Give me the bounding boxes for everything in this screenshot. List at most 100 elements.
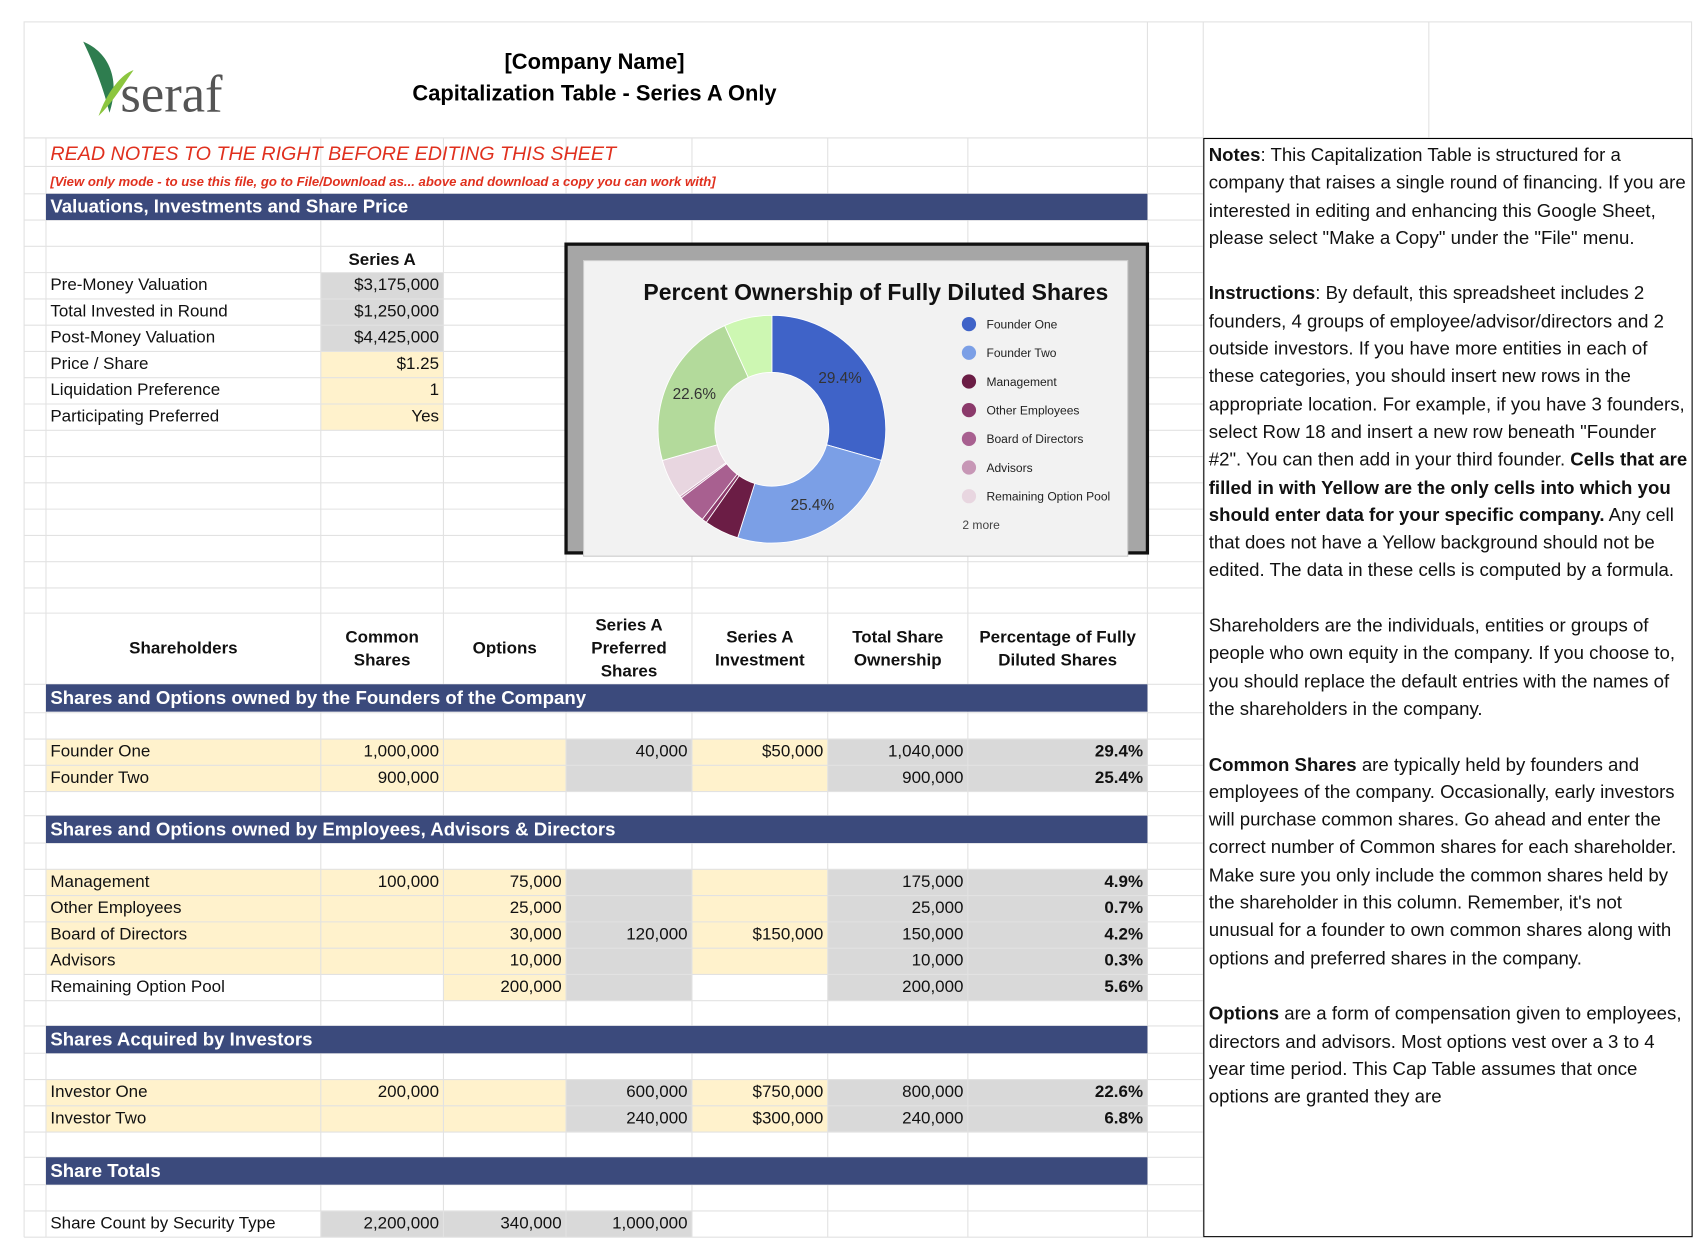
notes-text: are a form of compensation given to empl…	[1208, 1003, 1682, 1108]
data-label: 25.4%	[791, 497, 835, 514]
cell-value: 900,000	[377, 768, 440, 788]
row-label: Pre-Money Valuation	[50, 275, 208, 295]
logo-text: seraf	[120, 66, 223, 124]
cell-fill	[566, 1210, 692, 1238]
cell-fill	[691, 1079, 828, 1106]
cell-fill	[566, 974, 692, 1001]
cell-fill	[320, 325, 444, 352]
cell-fill	[45, 895, 321, 922]
row-label: Remaining Option Pool	[50, 977, 225, 997]
cell-value: $1,250,000	[354, 302, 440, 321]
cell-fill	[827, 948, 968, 975]
column-header: Options	[472, 639, 537, 659]
cell-fill	[827, 895, 968, 922]
section-header: Shares and Options owned by Employees, A…	[45, 815, 1148, 844]
cell-value: 29.4%	[1094, 742, 1144, 761]
cell-fill	[691, 921, 828, 949]
cell-fill	[566, 1105, 692, 1133]
cell-fill	[443, 1210, 567, 1238]
cell-value: 10,000	[911, 951, 964, 971]
cell-value: Yes	[411, 407, 440, 426]
column-header: Shareholders	[129, 639, 238, 659]
notes-text: are typically held by founders and emplo…	[1208, 753, 1677, 969]
cell-fill	[967, 1079, 1148, 1106]
cell-value: 175,000	[902, 872, 964, 892]
legend-label: Founder One	[986, 317, 1057, 331]
row-label: Management	[50, 872, 150, 892]
row-label: Other Employees	[50, 898, 182, 918]
cell-fill	[967, 765, 1148, 792]
cell-fill	[566, 1079, 692, 1106]
data-label: 22.6%	[673, 386, 717, 403]
section-header: Share Totals	[45, 1157, 1148, 1185]
notes-paragraph: Common Shares are typically held by foun…	[1209, 751, 1687, 973]
row-label: Investor Two	[50, 1109, 147, 1128]
legend-swatch	[961, 345, 977, 360]
cell-value: 10,000	[509, 951, 562, 971]
donut-slice	[771, 314, 887, 462]
cell-value: $1.25	[396, 354, 440, 374]
cell-fill	[566, 739, 692, 766]
cell-fill	[443, 739, 567, 766]
cell-fill	[320, 377, 444, 405]
cell-value: 800,000	[902, 1082, 964, 1102]
cell-fill	[691, 869, 828, 896]
cell-fill	[45, 921, 321, 949]
cell-fill	[45, 1079, 321, 1106]
cell-value: 900,000	[902, 768, 964, 788]
notes-text: Instructions	[1208, 283, 1316, 304]
legend-swatch	[961, 316, 977, 332]
cell-fill	[320, 351, 444, 378]
row-label: Founder Two	[50, 768, 150, 788]
row-label: Founder One	[50, 742, 151, 761]
cell-fill	[443, 921, 567, 949]
row-label: Advisors	[50, 951, 116, 971]
cell-fill	[320, 895, 444, 922]
cell-fill	[320, 272, 444, 299]
section-header: Valuations, Investments and Share Price	[45, 193, 1148, 221]
cell-fill	[827, 765, 968, 792]
cell-value: 200,000	[377, 1082, 440, 1102]
cell-fill	[827, 1079, 968, 1106]
cell-value: 30,000	[509, 925, 562, 944]
section-header: Shares Acquired by Investors	[45, 1025, 1148, 1054]
cell-fill	[691, 1105, 828, 1133]
notes-text: Cells that are filled in with Yellow are…	[1208, 449, 1688, 526]
notes-text: Notes	[1208, 144, 1261, 166]
legend-swatch	[961, 460, 977, 475]
cell-value: 22.6%	[1094, 1082, 1144, 1102]
notes-paragraph: Notes: This Capitalization Table is stru…	[1209, 141, 1687, 252]
cell-fill	[827, 974, 968, 1001]
cell-fill	[443, 765, 567, 792]
notes-paragraph: Options are a form of compensation given…	[1209, 1000, 1687, 1111]
notes-paragraph: Shareholders are the individuals, entiti…	[1209, 612, 1687, 723]
legend-label: Board of Directors	[986, 432, 1083, 446]
row-label: Investor One	[50, 1082, 148, 1102]
cell-value: $300,000	[752, 1109, 824, 1128]
logo: seraf	[83, 41, 223, 124]
cell-fill	[967, 948, 1148, 975]
cell-value: $150,000	[752, 925, 824, 944]
donut-slice	[737, 444, 882, 544]
cell-fill	[827, 739, 968, 766]
cell-fill	[967, 869, 1148, 896]
logo-leaf	[83, 41, 114, 113]
legend-label: Other Employees	[986, 404, 1079, 418]
view-only-note: [View only mode - to use this file, go t…	[50, 174, 716, 190]
cell-value: 120,000	[626, 925, 688, 944]
cell-fill	[827, 1105, 968, 1133]
cell-value: 25,000	[911, 898, 964, 918]
legend-swatch	[961, 431, 977, 446]
cell-fill	[320, 921, 444, 949]
notes-text: Common Shares	[1208, 753, 1357, 775]
data-label: 29.4%	[818, 370, 862, 387]
cell-fill	[827, 869, 968, 896]
cell-fill	[967, 895, 1148, 922]
cell-fill	[691, 765, 828, 792]
cell-value: $3,175,000	[354, 275, 440, 295]
legend-swatch	[961, 489, 977, 504]
sheet-title: Capitalization Table - Series A Only	[412, 82, 777, 107]
row-label: Total Invested in Round	[50, 302, 228, 321]
cell-value: 600,000	[626, 1082, 688, 1102]
